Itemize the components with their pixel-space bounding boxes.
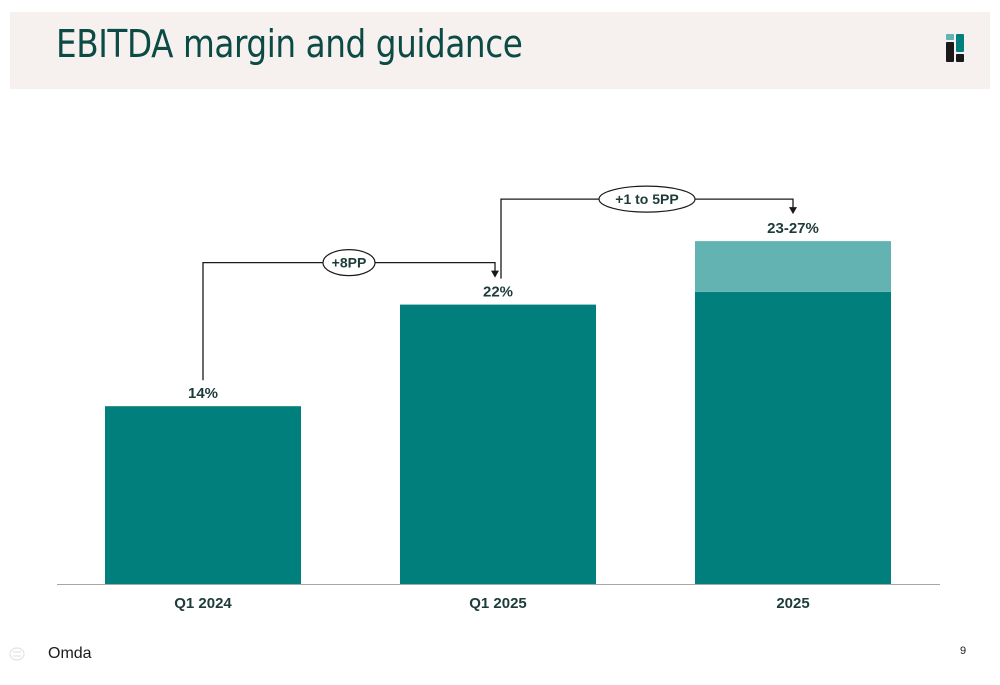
connector-arrowhead [789, 207, 797, 215]
bar-range-2025 [695, 241, 891, 292]
footer-brand: Omda [48, 645, 92, 662]
growth-label: +8PP [332, 255, 367, 271]
header-band [10, 12, 990, 89]
page-number: 9 [960, 645, 967, 657]
growth-label: +1 to 5PP [615, 191, 678, 207]
growth-bubble [598, 185, 696, 213]
x-tick-label: Q1 2025 [469, 595, 527, 612]
growth-bubble [322, 249, 376, 277]
data-label: 14% [188, 385, 218, 402]
data-label: 22% [483, 284, 513, 301]
footer-watermark-icon [9, 647, 25, 661]
x-tick-label: Q1 2024 [174, 595, 232, 612]
x-tick-label: 2025 [776, 595, 809, 612]
data-label: 23-27% [767, 220, 819, 237]
bar-2025 [695, 291, 891, 584]
omda-logo-icon [946, 34, 964, 62]
bar-q1-2025 [400, 304, 596, 584]
bar-q1-2024 [105, 406, 301, 584]
connector-arrowhead [491, 270, 499, 278]
slide-title: EBITDA margin and guidance [56, 22, 523, 66]
